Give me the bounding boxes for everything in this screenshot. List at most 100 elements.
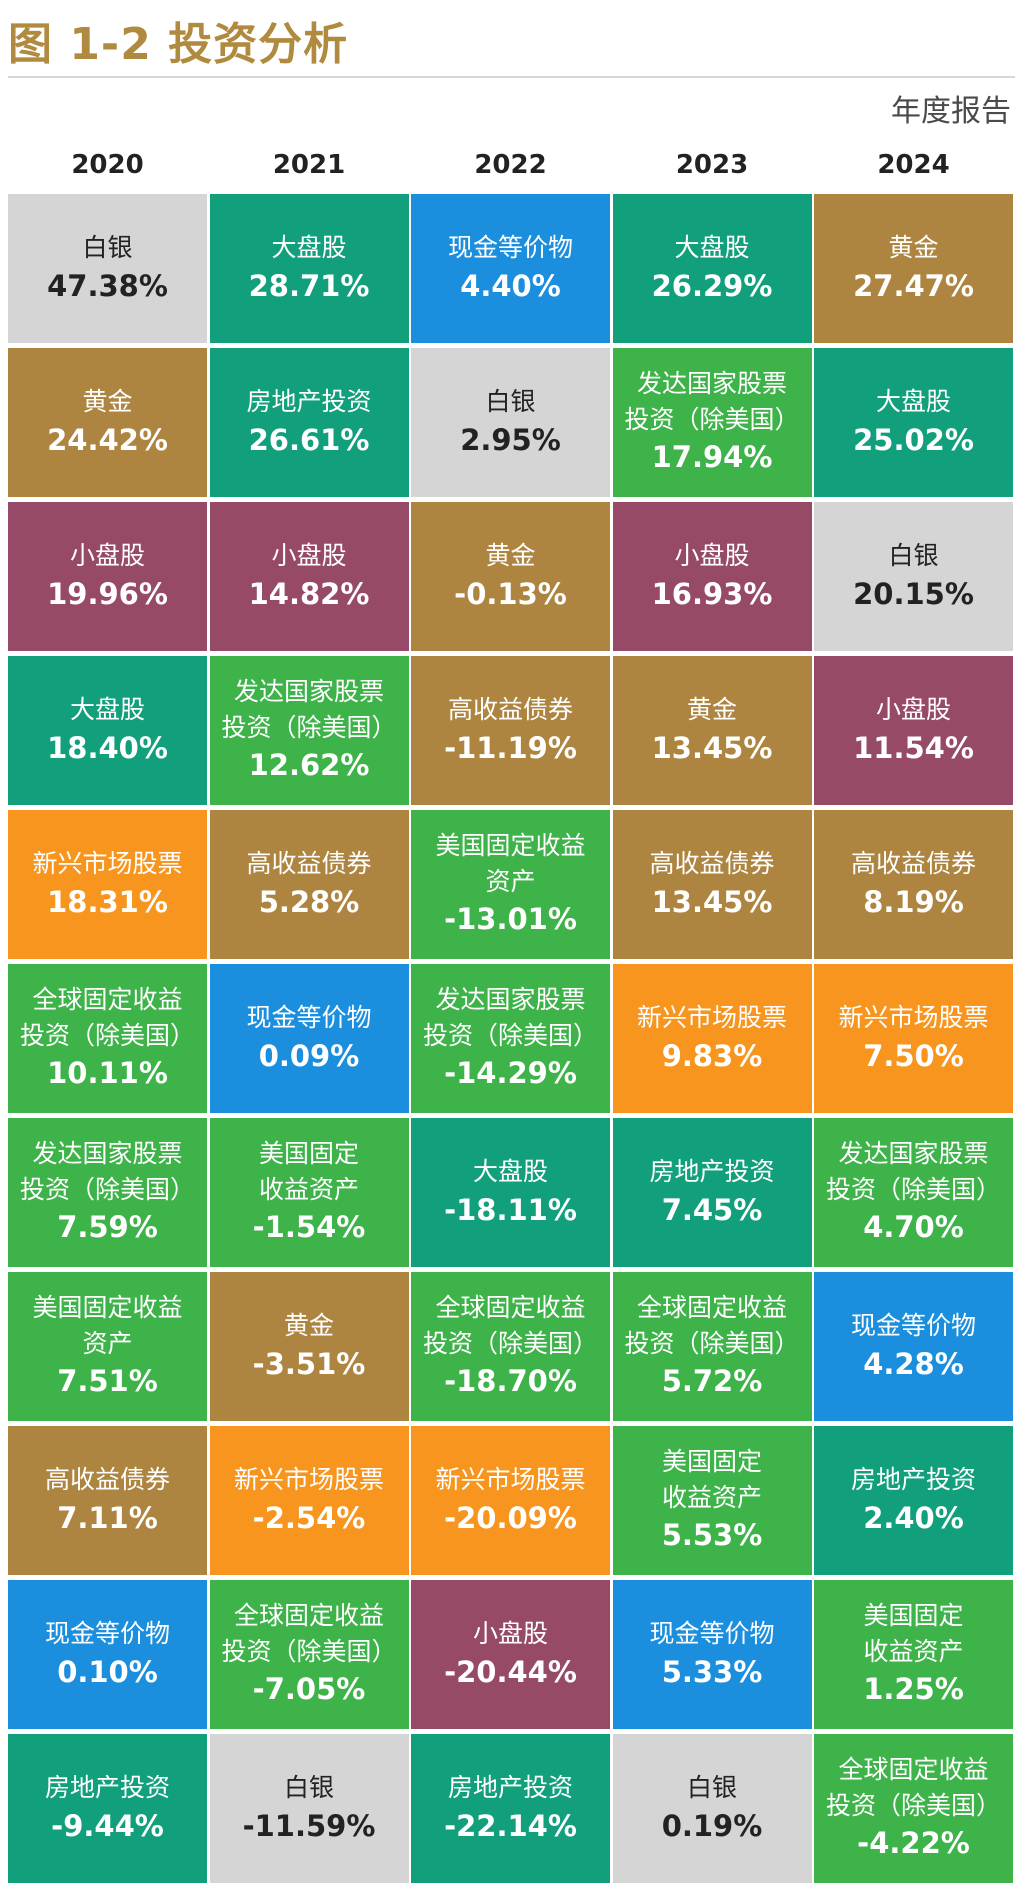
return-cell: 全球固定收益 投资（除美国） -7.05%	[209, 1580, 409, 1729]
return-value: 13.45%	[651, 884, 773, 919]
return-cell: 房地产投资 -22.14%	[411, 1734, 610, 1883]
return-value: -2.54%	[252, 1500, 366, 1535]
return-cell: 全球固定收益 投资（除美国） -18.70%	[411, 1272, 610, 1421]
asset-label: 全球固定收益 投资（除美国）	[825, 1755, 1001, 1820]
return-cell: 发达国家股票 投资（除美国） 17.94%	[612, 348, 812, 497]
asset-label: 现金等价物	[850, 1311, 976, 1341]
return-cell: 小盘股 19.96%	[8, 502, 207, 651]
return-value: -18.11%	[444, 1192, 577, 1227]
return-value: -11.59%	[242, 1808, 376, 1843]
asset-label: 小盘股	[271, 541, 347, 571]
return-value: -22.14%	[444, 1808, 577, 1843]
asset-label: 黄金	[888, 233, 939, 263]
asset-label: 大盘股	[271, 233, 347, 263]
year-header-2023: 2023	[675, 150, 749, 180]
chart-subtitle: 年度报告	[891, 94, 1011, 129]
year-header-row: 2020 2021 2022 2023 2024	[8, 150, 1013, 190]
return-cell: 现金等价物 0.09%	[209, 964, 409, 1113]
asset-label: 房地产投资	[850, 1465, 976, 1495]
return-value: 12.62%	[248, 748, 370, 783]
return-cell: 黄金 -3.51%	[209, 1272, 409, 1421]
return-value: -1.54%	[252, 1210, 366, 1245]
asset-label: 白银	[686, 1773, 737, 1803]
return-cell: 黄金 -0.13%	[411, 502, 610, 651]
return-value: 19.96%	[47, 576, 168, 611]
asset-label: 房地产投资	[246, 387, 372, 417]
return-cell: 大盘股 -18.11%	[411, 1118, 610, 1267]
asset-label: 小盘股	[875, 695, 951, 725]
return-cell: 大盘股 26.29%	[612, 194, 812, 343]
asset-label: 白银	[485, 387, 536, 417]
return-value: 28.71%	[248, 268, 370, 303]
asset-label: 白银	[283, 1773, 334, 1803]
asset-label: 新兴市场股票	[233, 1465, 384, 1495]
year-header-2021: 2021	[272, 150, 346, 180]
return-cell: 现金等价物 0.10%	[8, 1580, 207, 1729]
return-cell: 美国固定 收益资产 5.53%	[612, 1426, 812, 1575]
asset-label: 新兴市场股票	[838, 1003, 989, 1033]
return-value: -18.70%	[444, 1364, 577, 1399]
return-cell: 高收益债券 7.11%	[8, 1426, 207, 1575]
returns-grid: 白银 47.38% 黄金 24.42% 小盘股 19.96% 大盘股 18.40% 新兴市场股票…	[8, 194, 1013, 1883]
asset-label: 现金等价物	[44, 1619, 170, 1649]
asset-label: 新兴市场股票	[435, 1465, 586, 1495]
return-value: 7.59%	[57, 1210, 158, 1245]
return-cell: 小盘股 16.93%	[612, 502, 812, 651]
return-cell: 美国固定 收益资产 -1.54%	[209, 1118, 409, 1267]
asset-label: 现金等价物	[649, 1619, 775, 1649]
asset-label: 全球固定收益 投资（除美国）	[624, 1293, 800, 1358]
return-value: 10.11%	[47, 1056, 168, 1091]
return-cell: 美国固定收益 资产 -13.01%	[411, 810, 610, 959]
title-divider	[8, 76, 1015, 78]
return-cell: 全球固定收益 投资（除美国） -4.22%	[814, 1734, 1013, 1883]
return-value: -4.22%	[857, 1826, 970, 1861]
return-cell: 大盘股 28.71%	[209, 194, 409, 343]
return-cell: 发达国家股票 投资（除美国） 7.59%	[8, 1118, 207, 1267]
asset-label: 黄金	[485, 541, 536, 571]
asset-label: 房地产投资	[649, 1157, 775, 1187]
return-value: 8.19%	[863, 884, 964, 919]
return-cell: 新兴市场股票 -20.09%	[411, 1426, 610, 1575]
return-value: 4.28%	[863, 1346, 964, 1381]
return-value: 13.45%	[651, 730, 773, 765]
return-value: -0.13%	[454, 576, 567, 611]
return-value: 9.83%	[661, 1038, 763, 1073]
return-value: 2.40%	[863, 1500, 964, 1535]
return-cell: 发达国家股票 投资（除美国） 12.62%	[209, 656, 409, 805]
return-cell: 现金等价物 4.40%	[411, 194, 610, 343]
return-value: 26.29%	[651, 268, 773, 303]
return-value: 0.19%	[661, 1808, 763, 1843]
return-cell: 全球固定收益 投资（除美国） 10.11%	[8, 964, 207, 1113]
chart-title: 图 1-2 投资分析	[8, 19, 349, 70]
return-cell: 小盘股 14.82%	[209, 502, 409, 651]
return-value: 16.93%	[651, 576, 773, 611]
return-value: 14.82%	[248, 576, 370, 611]
year-header-2020: 2020	[71, 150, 144, 180]
return-cell: 发达国家股票 投资（除美国） 4.70%	[814, 1118, 1013, 1267]
asset-label: 美国固定收益 资产	[435, 831, 586, 896]
asset-label: 高收益债券	[44, 1465, 170, 1495]
return-value: -14.29%	[444, 1056, 577, 1091]
return-cell: 房地产投资 -9.44%	[8, 1734, 207, 1883]
return-cell: 白银 47.38%	[8, 194, 207, 343]
return-cell: 新兴市场股票 9.83%	[612, 964, 812, 1113]
return-value: -13.01%	[444, 902, 577, 937]
return-value: 7.50%	[863, 1038, 964, 1073]
asset-label: 白银	[888, 541, 939, 571]
return-cell: 白银 20.15%	[814, 502, 1013, 651]
return-value: 7.11%	[57, 1500, 158, 1535]
return-value: -20.44%	[444, 1654, 577, 1689]
return-cell: 高收益债券 5.28%	[209, 810, 409, 959]
return-cell: 黄金 24.42%	[8, 348, 207, 497]
year-header-2022: 2022	[474, 150, 547, 180]
asset-label: 新兴市场股票	[32, 849, 183, 879]
return-value: -7.05%	[252, 1672, 366, 1707]
return-cell: 现金等价物 4.28%	[814, 1272, 1013, 1421]
return-cell: 大盘股 18.40%	[8, 656, 207, 805]
return-value: 0.09%	[258, 1038, 360, 1073]
return-value: 5.28%	[258, 884, 360, 919]
return-value: 20.15%	[853, 576, 974, 611]
return-cell: 发达国家股票 投资（除美国） -14.29%	[411, 964, 610, 1113]
asset-label: 房地产投资	[44, 1773, 170, 1803]
asset-label: 大盘股	[674, 233, 750, 263]
